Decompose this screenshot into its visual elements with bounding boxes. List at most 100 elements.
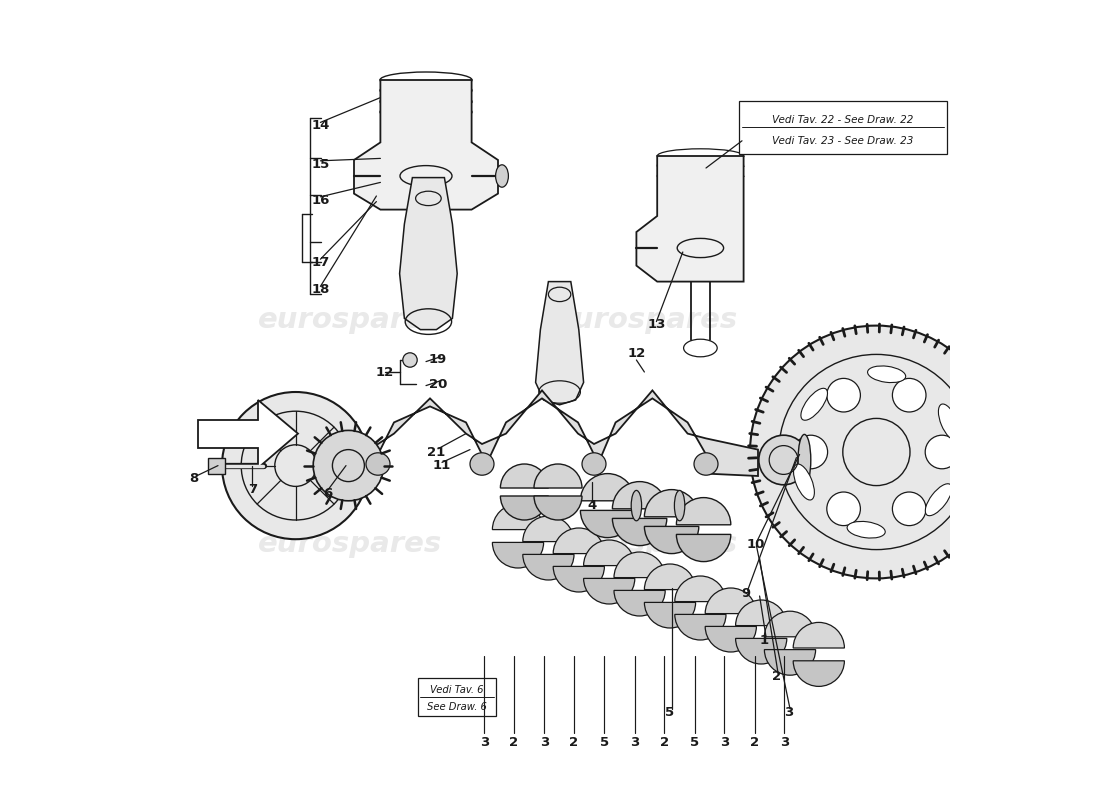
Text: 3: 3 [719, 736, 729, 749]
Ellipse shape [827, 378, 860, 412]
Polygon shape [326, 390, 758, 476]
Text: 2: 2 [660, 736, 669, 749]
Text: 15: 15 [311, 158, 330, 170]
Text: 13: 13 [647, 318, 666, 330]
Wedge shape [645, 564, 695, 590]
Circle shape [222, 392, 370, 539]
Wedge shape [764, 650, 815, 675]
Text: 18: 18 [311, 283, 330, 296]
Text: 7: 7 [248, 483, 257, 496]
Ellipse shape [798, 434, 811, 486]
Polygon shape [198, 400, 298, 468]
Wedge shape [614, 552, 666, 578]
Text: 17: 17 [311, 256, 330, 269]
Bar [208, 458, 226, 474]
Text: 12: 12 [627, 347, 646, 360]
Ellipse shape [801, 388, 827, 420]
Text: 5: 5 [600, 736, 609, 749]
Text: 6: 6 [323, 487, 332, 500]
Polygon shape [536, 282, 584, 405]
Ellipse shape [938, 404, 959, 440]
Text: eurospares: eurospares [257, 530, 442, 558]
Wedge shape [793, 661, 845, 686]
Circle shape [750, 326, 1003, 578]
Ellipse shape [868, 366, 905, 382]
Wedge shape [793, 622, 845, 648]
Text: 21: 21 [427, 446, 446, 458]
Text: 5: 5 [666, 706, 674, 718]
Polygon shape [354, 80, 498, 210]
Text: 12: 12 [375, 366, 394, 378]
Ellipse shape [496, 165, 508, 187]
Ellipse shape [892, 492, 926, 526]
Polygon shape [637, 156, 744, 282]
Text: 2: 2 [570, 736, 579, 749]
Ellipse shape [470, 453, 494, 475]
Wedge shape [581, 474, 635, 501]
Ellipse shape [827, 492, 860, 526]
Wedge shape [584, 540, 635, 566]
Text: 4: 4 [587, 499, 596, 512]
Wedge shape [676, 534, 730, 562]
Text: See Draw. 6: See Draw. 6 [427, 702, 487, 712]
Ellipse shape [582, 453, 606, 475]
Wedge shape [645, 490, 698, 517]
Ellipse shape [403, 353, 417, 367]
Wedge shape [534, 464, 582, 488]
Text: 2: 2 [509, 736, 518, 749]
Text: 3: 3 [780, 736, 789, 749]
Text: Vedi Tav. 6: Vedi Tav. 6 [430, 686, 484, 695]
Circle shape [759, 435, 808, 485]
Ellipse shape [925, 484, 952, 516]
Ellipse shape [892, 378, 926, 412]
Wedge shape [676, 498, 730, 525]
Wedge shape [581, 510, 635, 538]
Ellipse shape [674, 490, 685, 521]
Wedge shape [613, 482, 667, 509]
Text: 20: 20 [429, 378, 448, 390]
Wedge shape [736, 600, 786, 626]
Text: 3: 3 [784, 706, 793, 718]
Ellipse shape [366, 453, 390, 475]
Text: 11: 11 [433, 459, 451, 472]
Ellipse shape [793, 464, 814, 500]
Text: 14: 14 [311, 119, 330, 132]
Wedge shape [614, 590, 666, 616]
Text: 8: 8 [189, 472, 199, 485]
Wedge shape [764, 611, 815, 637]
Wedge shape [705, 626, 757, 652]
Wedge shape [534, 496, 582, 520]
Wedge shape [553, 528, 604, 554]
Wedge shape [522, 516, 574, 542]
FancyBboxPatch shape [418, 678, 496, 716]
Wedge shape [736, 638, 786, 664]
Wedge shape [705, 588, 757, 614]
Ellipse shape [631, 490, 641, 521]
Text: eurospares: eurospares [257, 306, 442, 334]
Text: 16: 16 [311, 194, 330, 206]
Wedge shape [674, 576, 726, 602]
Text: 2: 2 [750, 736, 759, 749]
Text: 10: 10 [747, 538, 764, 550]
Text: 3: 3 [630, 736, 639, 749]
Ellipse shape [694, 453, 718, 475]
Wedge shape [674, 614, 726, 640]
Wedge shape [553, 566, 604, 592]
Circle shape [314, 430, 384, 501]
Text: 1: 1 [760, 634, 769, 646]
Wedge shape [522, 554, 574, 580]
Text: Vedi Tav. 22 - See Draw. 22: Vedi Tav. 22 - See Draw. 22 [772, 115, 913, 125]
Text: 2: 2 [772, 670, 781, 682]
Wedge shape [584, 578, 635, 604]
Wedge shape [493, 542, 543, 568]
Text: 9: 9 [741, 587, 750, 600]
Wedge shape [493, 504, 543, 530]
Text: 5: 5 [690, 736, 700, 749]
Text: 19: 19 [429, 354, 447, 366]
Text: eurospares: eurospares [554, 306, 738, 334]
Wedge shape [645, 602, 695, 628]
Ellipse shape [794, 435, 827, 469]
Ellipse shape [847, 522, 886, 538]
Text: Vedi Tav. 23 - See Draw. 23: Vedi Tav. 23 - See Draw. 23 [772, 136, 913, 146]
Wedge shape [645, 526, 698, 554]
